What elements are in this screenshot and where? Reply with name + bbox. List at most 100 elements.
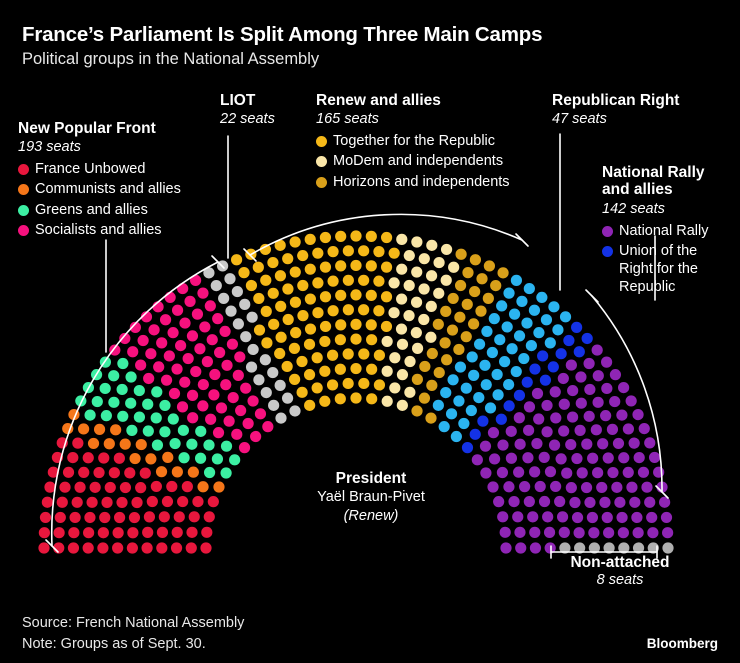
seat-dot[interactable] — [71, 496, 83, 508]
seat-dot[interactable] — [231, 254, 243, 266]
seat-dot[interactable] — [177, 424, 189, 436]
seat-dot[interactable] — [488, 313, 500, 325]
seat-dot[interactable] — [460, 331, 472, 343]
seat-dot[interactable] — [253, 292, 265, 305]
seat-dot[interactable] — [426, 379, 438, 391]
seat-dot[interactable] — [573, 527, 585, 539]
seat-dot[interactable] — [217, 260, 229, 272]
seat-dot[interactable] — [186, 330, 199, 342]
seat-dot[interactable] — [312, 247, 324, 259]
seat-dot[interactable] — [207, 496, 219, 508]
seat-dot[interactable] — [508, 308, 521, 320]
seat-dot[interactable] — [580, 481, 593, 494]
seat-dot[interactable] — [239, 298, 251, 310]
seat-dot[interactable] — [602, 452, 614, 464]
seat-dot[interactable] — [495, 413, 507, 425]
seat-dot[interactable] — [566, 411, 579, 423]
seat-dot[interactable] — [403, 279, 415, 292]
seat-dot[interactable] — [644, 496, 656, 508]
seat-dot[interactable] — [168, 387, 181, 400]
seat-dot[interactable] — [38, 527, 50, 539]
seat-dot[interactable] — [311, 352, 323, 364]
seat-dot[interactable] — [487, 427, 500, 439]
seat-dot[interactable] — [288, 342, 301, 354]
seat-dot[interactable] — [74, 481, 86, 493]
seat-dot[interactable] — [227, 391, 239, 404]
seat-dot[interactable] — [432, 399, 444, 411]
seat-dot[interactable] — [410, 327, 422, 339]
seat-dot[interactable] — [191, 308, 204, 320]
seat-dot[interactable] — [458, 417, 470, 430]
seat-dot[interactable] — [335, 319, 347, 331]
seat-dot[interactable] — [411, 405, 423, 417]
seat-dot[interactable] — [614, 496, 626, 508]
seat-dot[interactable] — [199, 321, 211, 333]
seat-dot[interactable] — [365, 230, 377, 242]
seat-dot[interactable] — [460, 382, 472, 394]
seat-dot[interactable] — [84, 409, 96, 421]
seat-dot[interactable] — [68, 409, 80, 421]
seat-dot[interactable] — [215, 402, 228, 414]
seat-dot[interactable] — [358, 274, 370, 286]
seat-dot[interactable] — [259, 354, 271, 366]
seat-dot[interactable] — [573, 346, 585, 358]
seat-dot[interactable] — [327, 246, 339, 258]
seat-dot[interactable] — [622, 423, 635, 435]
seat-dot[interactable] — [171, 526, 183, 538]
seat-dot[interactable] — [601, 356, 613, 368]
seat-dot[interactable] — [75, 395, 87, 407]
seat-dot[interactable] — [366, 363, 378, 375]
legend-item-horizons[interactable]: Horizons and independents — [316, 173, 510, 192]
seat-dot[interactable] — [212, 313, 224, 325]
seat-dot[interactable] — [550, 480, 562, 493]
seat-dot[interactable] — [438, 421, 450, 433]
seat-dot[interactable] — [638, 423, 650, 435]
seat-dot[interactable] — [440, 386, 452, 399]
seat-dot[interactable] — [225, 305, 237, 317]
seat-dot[interactable] — [576, 467, 588, 479]
seat-dot[interactable] — [108, 396, 120, 408]
seat-dot[interactable] — [500, 542, 512, 554]
seat-dot[interactable] — [373, 275, 385, 287]
seat-dot[interactable] — [289, 236, 301, 248]
seat-dot[interactable] — [246, 311, 258, 323]
seat-dot[interactable] — [335, 289, 347, 301]
seat-dot[interactable] — [197, 287, 209, 299]
seat-dot[interactable] — [505, 425, 517, 437]
seat-dot[interactable] — [275, 300, 287, 312]
seat-dot[interactable] — [425, 331, 437, 343]
seat-dot[interactable] — [197, 400, 209, 412]
seat-dot[interactable] — [160, 374, 173, 386]
seat-dot[interactable] — [533, 413, 545, 425]
seat-dot[interactable] — [547, 361, 559, 373]
seat-dot[interactable] — [129, 321, 141, 333]
seat-dot[interactable] — [334, 363, 346, 375]
seat-dot[interactable] — [327, 305, 339, 317]
seat-dot[interactable] — [616, 409, 628, 421]
seat-dot[interactable] — [454, 279, 467, 292]
seat-dot[interactable] — [93, 423, 106, 435]
seat-dot[interactable] — [139, 467, 151, 479]
seat-dot[interactable] — [583, 357, 595, 370]
seat-dot[interactable] — [67, 451, 79, 464]
seat-dot[interactable] — [220, 379, 232, 391]
seat-dot[interactable] — [261, 337, 273, 349]
seat-dot[interactable] — [350, 230, 362, 242]
seat-dot[interactable] — [599, 496, 611, 508]
seat-dot[interactable] — [262, 421, 274, 433]
seat-dot[interactable] — [529, 363, 541, 375]
seat-dot[interactable] — [59, 481, 71, 493]
seat-dot[interactable] — [210, 280, 222, 292]
seat-dot[interactable] — [603, 527, 615, 539]
seat-dot[interactable] — [606, 423, 619, 435]
seat-dot[interactable] — [476, 273, 488, 285]
seat-dot[interactable] — [68, 527, 80, 539]
seat-dot[interactable] — [529, 526, 541, 538]
seat-dot[interactable] — [544, 466, 557, 478]
legend-item-together-for-the-republic[interactable]: Together for the Republic — [316, 132, 510, 151]
seat-dot[interactable] — [234, 351, 246, 363]
seat-dot[interactable] — [469, 254, 481, 266]
seat-dot[interactable] — [178, 452, 190, 464]
seat-dot[interactable] — [373, 305, 385, 317]
seat-dot[interactable] — [601, 382, 613, 395]
